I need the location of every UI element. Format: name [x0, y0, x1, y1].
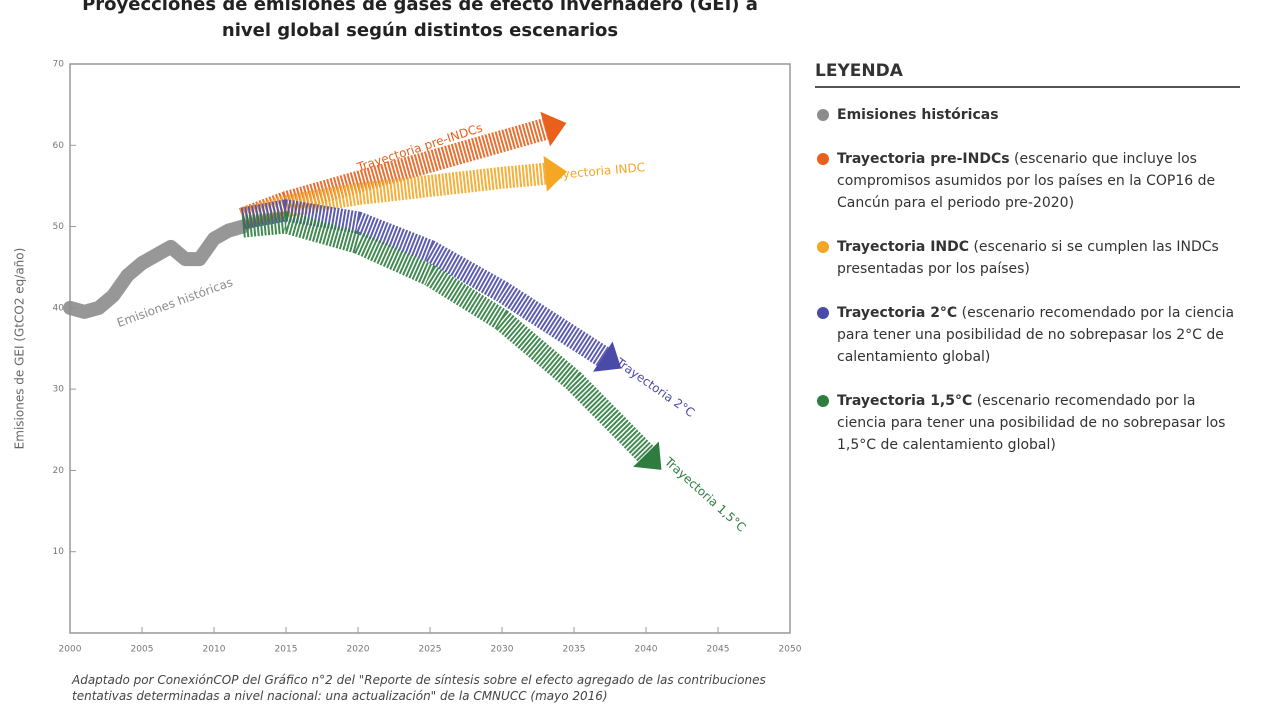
- series-label: Emisiones históricas: [115, 275, 235, 330]
- series-band: [240, 199, 609, 366]
- arrow-head: [540, 111, 567, 147]
- x-tick-label: 2025: [419, 645, 442, 655]
- y-tick-label: 60: [53, 141, 65, 151]
- x-tick-label: 2040: [635, 645, 658, 655]
- legend: LEYENDA Emisiones históricas Trayectoria …: [815, 60, 1240, 478]
- x-tick-label: 2045: [707, 645, 730, 655]
- y-tick-label: 10: [53, 547, 65, 557]
- y-tick-label: 70: [53, 60, 65, 70]
- x-tick-label: 2030: [491, 645, 514, 655]
- series-band: [239, 162, 547, 230]
- series-band: [63, 219, 250, 319]
- legend-entry: Trayectoria 2°C (escenario recomendado p…: [815, 302, 1240, 368]
- x-tick-label: 2015: [275, 645, 298, 655]
- series-label: Trayectoria pre-INDCs: [355, 121, 485, 175]
- y-tick-label: 40: [53, 303, 65, 313]
- series-label: Trayectoria 2°C: [613, 355, 698, 420]
- x-tick-label: 2005: [131, 645, 154, 655]
- legend-name: Emisiones históricas: [837, 107, 999, 123]
- legend-entry: Trayectoria pre-INDCs (escenario que inc…: [815, 148, 1240, 214]
- legend-entry: Emisiones históricas: [815, 104, 1240, 126]
- series-label: Trayectoria INDC: [543, 160, 645, 183]
- legend-title: LEYENDA: [815, 60, 1240, 88]
- legend-entry: Trayectoria 1,5°C (escenario recomendado…: [815, 390, 1240, 456]
- legend-name: Trayectoria 1,5°C: [837, 393, 973, 409]
- legend-name: Trayectoria 2°C: [837, 305, 958, 321]
- series-label: Trayectoria 1,5°C: [661, 454, 748, 535]
- legend-description: (escenario recomendado por la ciencia pa…: [837, 393, 1226, 453]
- arrow-head: [543, 155, 568, 192]
- legend-name: Trayectoria INDC: [837, 239, 970, 255]
- y-tick-label: 50: [53, 222, 65, 232]
- legend-description: (escenario recomendado por la ciencia pa…: [837, 305, 1235, 365]
- x-tick-label: 2010: [203, 645, 226, 655]
- x-tick-label: 2000: [59, 645, 82, 655]
- series-band: [241, 211, 654, 462]
- y-tick-label: 20: [53, 466, 65, 476]
- legend-entry: Trayectoria INDC (escenario si se cumple…: [815, 236, 1240, 280]
- legend-marker: [817, 109, 829, 121]
- legend-name: Trayectoria pre-INDCs: [837, 151, 1010, 167]
- legend-description: (escenario que incluye los compromisos a…: [837, 151, 1216, 211]
- y-axis-label: Emisiones de GEI (GtCO2 eq/año): [13, 248, 27, 450]
- legend-marker: [817, 307, 829, 319]
- arrow-head: [593, 341, 622, 372]
- x-tick-label: 2020: [347, 645, 370, 655]
- legend-marker: [817, 241, 829, 253]
- legend-marker: [817, 395, 829, 407]
- source-note: Adaptado por ConexiónCOP del Gráfico n°2…: [72, 673, 766, 703]
- x-tick-label: 2050: [779, 645, 802, 655]
- legend-marker: [817, 153, 829, 165]
- series-band: [238, 118, 549, 229]
- y-tick-label: 30: [53, 385, 65, 395]
- arrow-head: [633, 441, 662, 470]
- legend-description: (escenario si se cumplen las INDCs prese…: [837, 239, 1219, 277]
- x-tick-label: 2035: [563, 645, 586, 655]
- chart-title: Proyecciones de emisiones de gases de ef…: [82, 0, 758, 41]
